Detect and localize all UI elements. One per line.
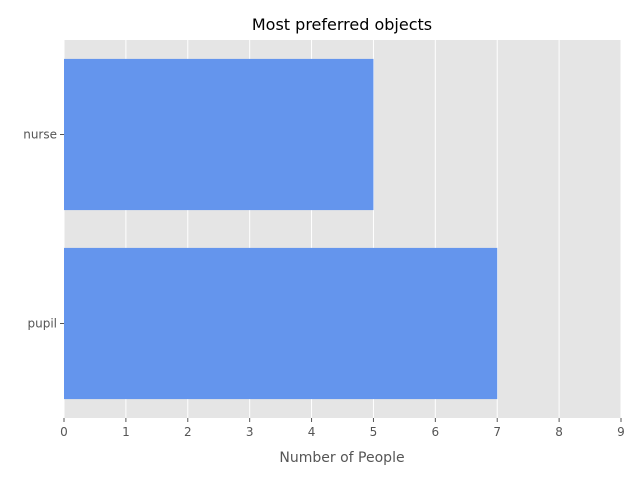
x-tick-label: 8: [555, 425, 563, 439]
x-axis-label: Number of People: [279, 450, 404, 466]
y-tick-label: pupil: [27, 317, 57, 331]
x-tick-label: 2: [184, 425, 192, 439]
x-axis-ticks: 0 1 2 3 4 5 6 7 8 9: [60, 418, 625, 439]
x-tick-label: 0: [60, 425, 68, 439]
bar-nurse: [64, 58, 374, 211]
x-tick-label: 9: [617, 425, 625, 439]
x-tick-label: 3: [246, 425, 254, 439]
y-axis-ticks: nurse pupil: [23, 128, 64, 331]
chart-title: Most preferred objects: [252, 15, 432, 34]
bar-pupil: [64, 247, 498, 400]
x-tick-label: 7: [493, 425, 501, 439]
y-tick-label: nurse: [23, 128, 57, 142]
bars: [64, 58, 498, 400]
x-tick-label: 4: [308, 425, 316, 439]
x-tick-label: 6: [432, 425, 440, 439]
x-tick-label: 1: [122, 425, 130, 439]
x-tick-label: 5: [370, 425, 378, 439]
